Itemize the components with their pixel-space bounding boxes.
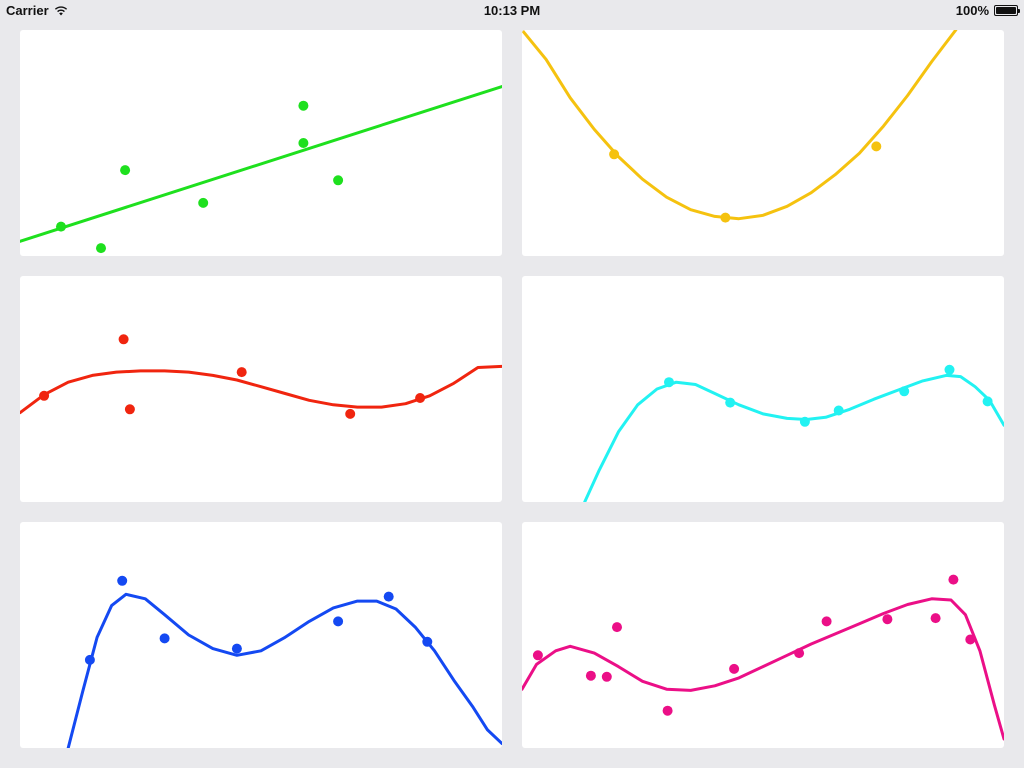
data-point [532, 650, 543, 661]
fit-curve [583, 373, 1004, 502]
status-bar: Carrier 10:13 PM 100% [0, 0, 1024, 22]
data-point [117, 575, 128, 586]
data-point [124, 404, 135, 415]
data-point [298, 138, 309, 148]
data-point [609, 149, 620, 160]
battery-icon [994, 5, 1020, 16]
data-point [612, 622, 622, 633]
wifi-icon [54, 6, 67, 16]
chart-panel-6 [522, 522, 1004, 748]
data-point [965, 634, 976, 645]
data-point [944, 364, 955, 375]
data-point [231, 643, 242, 654]
data-point [422, 636, 433, 647]
data-point [799, 416, 810, 427]
data-point [345, 408, 356, 419]
data-point [882, 614, 893, 625]
data-point [948, 574, 959, 585]
data-point [333, 175, 344, 186]
chart-panel-1 [20, 30, 502, 256]
chart-panel-4 [522, 276, 1004, 502]
data-point [198, 197, 209, 208]
data-point [871, 141, 882, 152]
data-point [415, 393, 426, 403]
data-point [96, 243, 106, 254]
fit-curve [522, 597, 1004, 741]
data-point [729, 663, 740, 674]
chart-1 [20, 85, 502, 254]
chart-panel-2 [522, 30, 1004, 256]
data-point [298, 100, 309, 111]
chart-panel-3 [20, 276, 502, 502]
fit-curve [66, 592, 502, 748]
status-left: Carrier [6, 3, 68, 18]
data-point [664, 377, 674, 388]
carrier-label: Carrier [6, 3, 49, 18]
data-point [833, 405, 844, 416]
fit-curve [522, 30, 958, 221]
data-point [159, 633, 170, 644]
chart-3 [20, 334, 502, 419]
data-point [982, 396, 993, 407]
data-point [930, 613, 941, 624]
data-point [725, 397, 736, 408]
data-point [84, 654, 95, 665]
chart-2 [522, 30, 958, 223]
data-point [56, 221, 66, 232]
chart-6 [522, 574, 1004, 741]
data-point [118, 334, 129, 345]
data-point [120, 165, 131, 176]
chart-panel-5 [20, 522, 502, 748]
fit-curve [20, 364, 502, 415]
chart-4 [583, 364, 1004, 502]
data-point [899, 386, 910, 397]
fit-curve [20, 85, 502, 243]
data-point [662, 705, 673, 716]
data-point [794, 648, 805, 659]
data-point [39, 390, 50, 401]
chart-5 [66, 575, 502, 748]
status-right: 100% [955, 3, 1020, 18]
battery-level [996, 7, 1016, 14]
data-point [585, 670, 596, 681]
data-point [601, 671, 612, 682]
data-point [333, 616, 344, 627]
data-point [383, 591, 394, 602]
battery-percent: 100% [955, 3, 989, 18]
clock: 10:13 PM [483, 3, 541, 18]
data-point [720, 212, 731, 223]
data-point [821, 616, 832, 627]
data-point [236, 367, 247, 378]
